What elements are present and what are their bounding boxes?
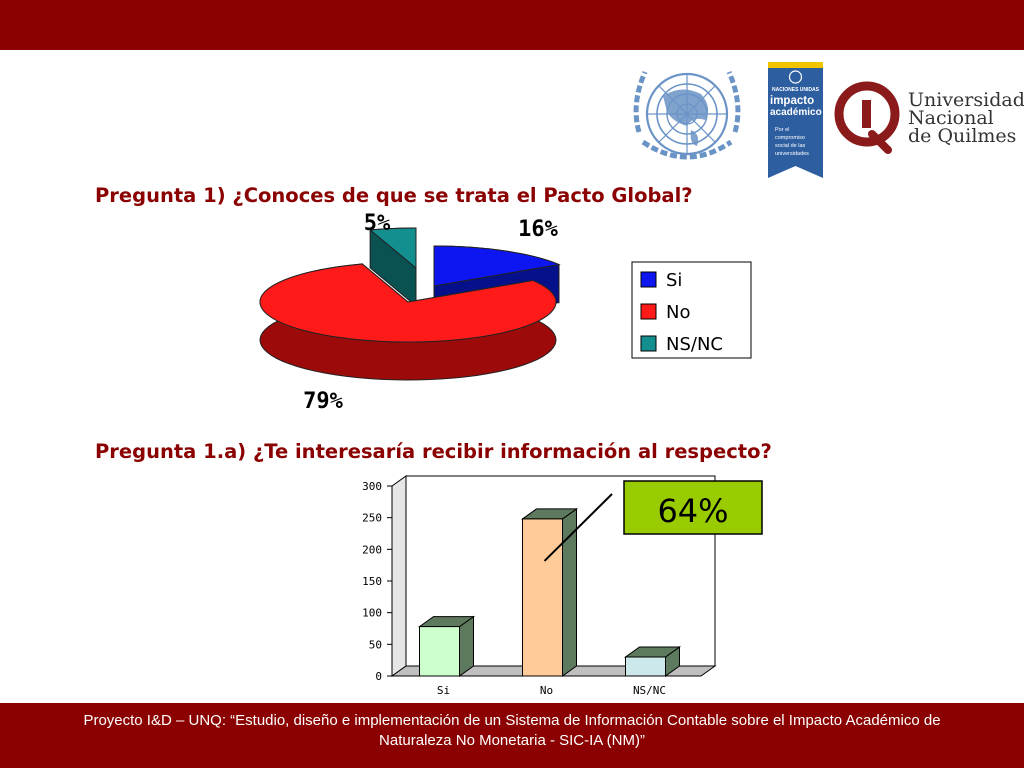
pie-legend: Si No NS/NC <box>631 261 752 359</box>
unq-name-line: Nacional <box>908 107 994 129</box>
legend-label: Si <box>666 270 682 291</box>
legend-swatch <box>640 271 657 288</box>
pie-wall <box>433 245 560 304</box>
bar-floor <box>390 665 717 677</box>
legend-swatch <box>640 335 657 352</box>
header-bar <box>0 0 1024 50</box>
pie-radial-wall <box>407 279 534 341</box>
pie-slice-no-side <box>259 262 557 381</box>
bar-face <box>419 626 460 677</box>
x-tick-label: Si <box>437 684 450 697</box>
bar-back-wall <box>405 475 716 667</box>
bar-side <box>459 615 474 677</box>
annotation-label: 64% <box>657 492 728 530</box>
unq-q-icon <box>834 81 900 154</box>
impacto-line1: impacto <box>770 95 814 107</box>
pie-radial-wall <box>369 228 417 308</box>
pie-radial-wall <box>433 263 560 325</box>
impacto-tagline: Por el <box>775 127 789 133</box>
impacto-top-text: NACIONES UNIDAS <box>772 87 820 93</box>
pie-slice-ns-nc <box>369 227 417 270</box>
unq-name-line: Universidad <box>908 89 1024 111</box>
annotation-leader-line <box>543 493 613 562</box>
y-tick-label: 150 <box>362 575 382 588</box>
bar-side <box>562 507 577 677</box>
pie-slice-si <box>433 245 561 287</box>
footer-line-2: Naturaleza No Monetaria - SIC-IA (NM)” <box>379 732 645 749</box>
pie-wall <box>369 227 417 269</box>
question-1a-title: Pregunta 1.a) ¿Te interesaría recibir in… <box>95 440 772 463</box>
pie-slice-no <box>259 263 557 343</box>
impacto-line2: académico <box>770 107 822 118</box>
bar-left-wall <box>391 475 407 677</box>
question-1-title: Pregunta 1) ¿Conoces de que se trata el … <box>95 184 693 207</box>
impacto-academico-logo <box>768 62 823 178</box>
x-tick-label: NS/NC <box>633 684 666 697</box>
bar-side <box>665 646 680 677</box>
pie-slice-si-side <box>433 245 560 325</box>
legend-label: NS/NC <box>666 334 723 355</box>
bar-plot-area: 0 50 100 150 200 250 300 <box>362 475 717 683</box>
pie-data-label: 79% <box>303 389 343 414</box>
pie-data-label: 5% <box>364 211 391 236</box>
pie-slice-ns-nc-side <box>369 227 417 308</box>
unq-name-line: de Quilmes <box>908 125 1016 147</box>
pie-wall <box>259 263 557 381</box>
pie-data-label: 16% <box>518 217 558 242</box>
bar-top <box>520 508 579 520</box>
bar-face <box>625 656 666 677</box>
impacto-tagline: compromiso <box>775 135 805 141</box>
y-tick-label: 0 <box>375 670 382 683</box>
footer-line-1: Proyecto I&D – UNQ: “Estudio, diseño e i… <box>83 712 941 729</box>
y-tick-label: 250 <box>362 512 382 525</box>
legend-swatch <box>640 303 657 320</box>
bar-no <box>520 507 579 677</box>
footer: Proyecto I&D – UNQ: “Estudio, diseño e i… <box>0 703 1024 768</box>
bar-top <box>417 616 476 628</box>
annotation-box <box>623 480 763 535</box>
y-tick-label: 200 <box>362 543 382 556</box>
x-tick-label: No <box>540 684 553 697</box>
pie-radial-wall <box>361 262 409 342</box>
bar-si <box>417 615 476 677</box>
y-tick-label: 100 <box>362 607 382 620</box>
impacto-tagline: social de las <box>775 143 806 149</box>
y-tick-label: 50 <box>369 638 382 651</box>
y-tick-label: 300 <box>362 480 382 493</box>
bar-ns-nc <box>623 646 682 677</box>
impacto-tagline: universidades <box>775 151 809 157</box>
bar-face <box>522 518 563 677</box>
un-emblem-icon <box>633 70 741 160</box>
legend-label: No <box>666 302 690 323</box>
legend-box <box>631 261 752 359</box>
bar-top <box>623 646 682 658</box>
